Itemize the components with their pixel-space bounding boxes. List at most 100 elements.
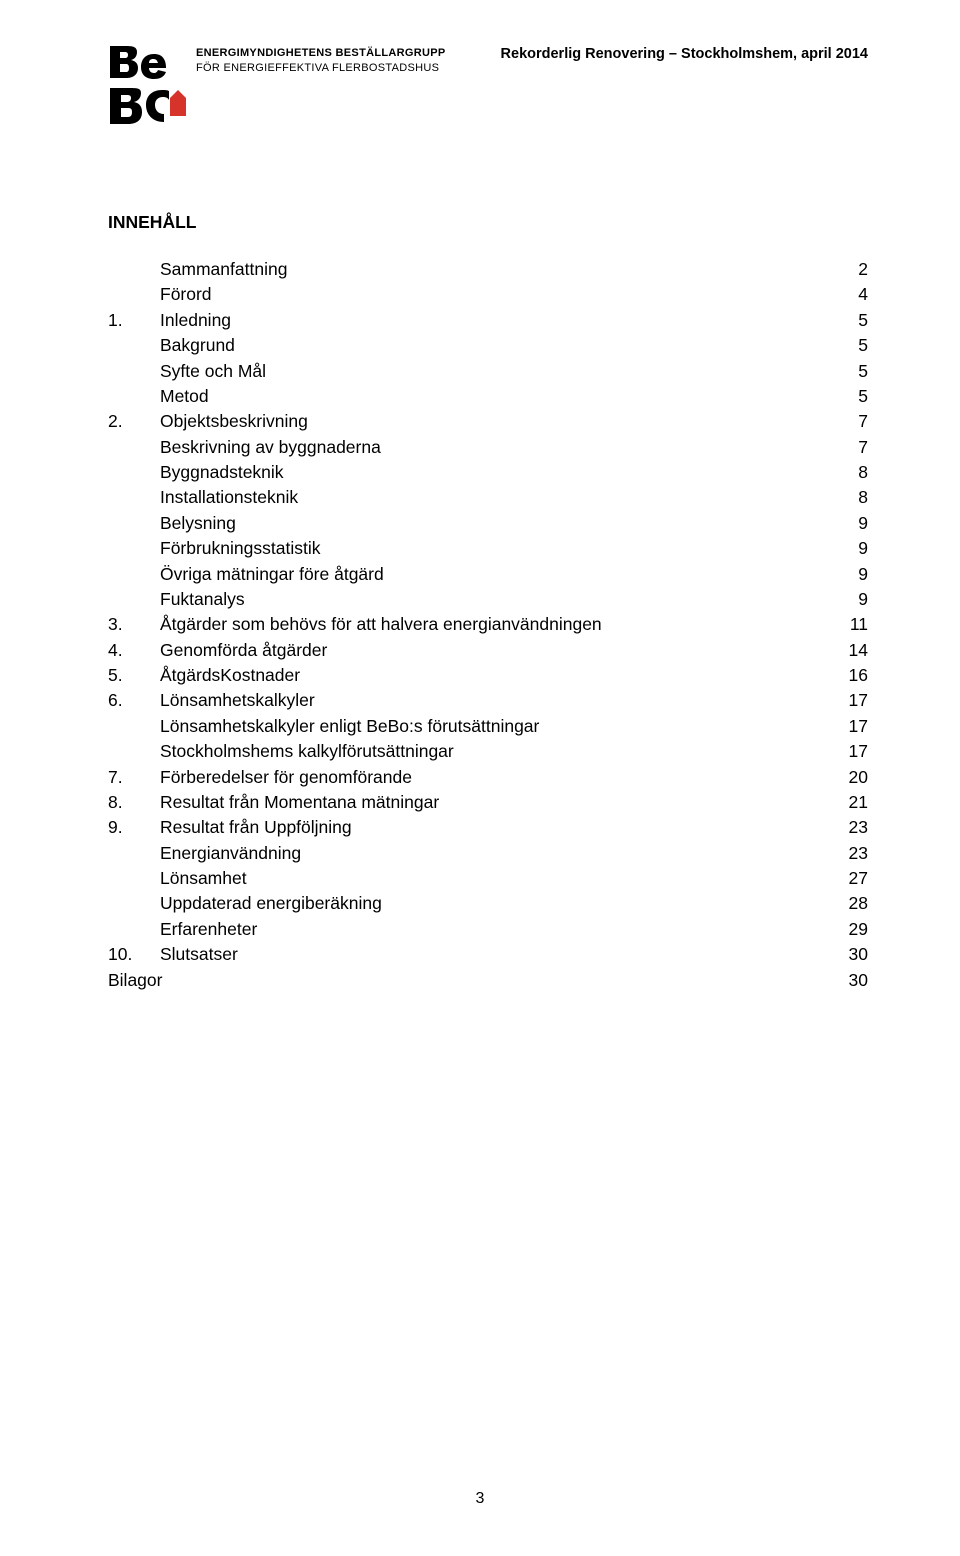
- toc-left: Lönsamhet: [108, 866, 247, 891]
- toc-row: Metod 5: [108, 384, 868, 409]
- toc-row: Energianvändning23: [108, 841, 868, 866]
- toc-page: 30: [838, 942, 868, 967]
- toc-page: 28: [838, 891, 868, 916]
- toc-page: 7: [838, 435, 868, 460]
- toc-label: Åtgärder som behövs för att halvera ener…: [160, 612, 602, 637]
- toc-label: Belysning: [108, 511, 236, 536]
- toc-row: Övriga mätningar före åtgärd9: [108, 562, 868, 587]
- toc-label: Förberedelser för genomförande: [160, 765, 412, 790]
- toc-number: 8.: [108, 790, 160, 815]
- toc-left: Metod: [108, 384, 209, 409]
- logo-block: ENERGIMYNDIGHETENS BESTÄLLARGRUPP FÖR EN…: [108, 44, 445, 126]
- toc-row: Bilagor 30: [108, 968, 868, 993]
- toc-page: 30: [838, 968, 868, 993]
- toc-left: 6.Lönsamhetskalkyler: [108, 688, 315, 713]
- toc-left: Erfarenheter: [108, 917, 257, 942]
- toc-label: Resultat från Momentana mätningar: [160, 790, 439, 815]
- toc-label: ÅtgärdsKostnader: [160, 663, 300, 688]
- toc-row: 3.Åtgärder som behövs för att halvera en…: [108, 612, 868, 637]
- toc-left: 5.ÅtgärdsKostnader: [108, 663, 300, 688]
- toc-left: 7.Förberedelser för genomförande: [108, 765, 412, 790]
- toc-label: Erfarenheter: [108, 917, 257, 942]
- toc-label: Lönsamhetskalkyler enligt BeBo:s förutsä…: [108, 714, 539, 739]
- page-number: 3: [0, 1490, 960, 1508]
- toc-page: 17: [838, 714, 868, 739]
- toc-row: 2.Objektsbeskrivning 7: [108, 409, 868, 434]
- toc-left: Bilagor: [108, 968, 162, 993]
- toc-page: 5: [838, 333, 868, 358]
- toc-row: 10.Slutsatser 30: [108, 942, 868, 967]
- toc-left: 2.Objektsbeskrivning: [108, 409, 308, 434]
- toc-number: 10.: [108, 942, 160, 967]
- toc-row: 5.ÅtgärdsKostnader 16: [108, 663, 868, 688]
- toc-label: Uppdaterad energiberäkning: [108, 891, 382, 916]
- toc-label: Bilagor: [108, 968, 162, 993]
- toc-page: 21: [838, 790, 868, 815]
- toc-label: Installationsteknik: [108, 485, 298, 510]
- toc-left: Belysning: [108, 511, 236, 536]
- org-line-2: FÖR ENERGIEFFEKTIVA FLERBOSTADSHUS: [196, 61, 445, 76]
- toc-left: 9.Resultat från Uppföljning: [108, 815, 352, 840]
- toc-row: Byggnadsteknik8: [108, 460, 868, 485]
- toc-page: 14: [838, 638, 868, 663]
- toc-left: 8.Resultat från Momentana mätningar: [108, 790, 439, 815]
- toc-left: 10.Slutsatser: [108, 942, 238, 967]
- toc-page: 20: [838, 765, 868, 790]
- toc-left: Övriga mätningar före åtgärd: [108, 562, 384, 587]
- org-name: ENERGIMYNDIGHETENS BESTÄLLARGRUPP FÖR EN…: [196, 44, 445, 76]
- toc-number: 6.: [108, 688, 160, 713]
- toc-row: Bakgrund 5: [108, 333, 868, 358]
- toc-number: 5.: [108, 663, 160, 688]
- toc-left: Installationsteknik: [108, 485, 298, 510]
- toc-page: 27: [838, 866, 868, 891]
- toc-row: Förord4: [108, 282, 868, 307]
- toc-page: 17: [838, 739, 868, 764]
- page-header: ENERGIMYNDIGHETENS BESTÄLLARGRUPP FÖR EN…: [108, 44, 868, 126]
- toc-row: Lönsamhet 27: [108, 866, 868, 891]
- toc-label: Beskrivning av byggnaderna: [108, 435, 381, 460]
- toc-page: 9: [838, 511, 868, 536]
- toc-left: 1.Inledning: [108, 308, 231, 333]
- toc-page: 9: [838, 536, 868, 561]
- toc-label: Slutsatser: [160, 942, 238, 967]
- toc-page: 5: [838, 308, 868, 333]
- toc-row: 9.Resultat från Uppföljning23: [108, 815, 868, 840]
- toc-page: 23: [838, 841, 868, 866]
- toc-number: 4.: [108, 638, 160, 663]
- toc-left: 4.Genomförda åtgärder: [108, 638, 327, 663]
- toc-label: Övriga mätningar före åtgärd: [108, 562, 384, 587]
- toc-row: Sammanfattning2: [108, 257, 868, 282]
- toc-page: 7: [838, 409, 868, 434]
- toc-label: Inledning: [160, 308, 231, 333]
- toc-page: 16: [838, 663, 868, 688]
- toc-label: Bakgrund: [108, 333, 235, 358]
- toc-row: Belysning 9: [108, 511, 868, 536]
- content: INNEHÅLL Sammanfattning2Förord41.Inledni…: [108, 126, 868, 993]
- toc-number: 7.: [108, 765, 160, 790]
- toc-number: 1.: [108, 308, 160, 333]
- toc-page: 5: [838, 384, 868, 409]
- toc-label: Förbrukningsstatistik: [108, 536, 320, 561]
- toc-number: 9.: [108, 815, 160, 840]
- toc-label: Stockholmshems kalkylförutsättningar: [108, 739, 454, 764]
- toc-row: Erfarenheter29: [108, 917, 868, 942]
- toc-label: Lönsamhet: [108, 866, 247, 891]
- toc-label: Fuktanalys: [108, 587, 245, 612]
- toc-row: 8.Resultat från Momentana mätningar 21: [108, 790, 868, 815]
- toc-row: Uppdaterad energiberäkning 28: [108, 891, 868, 916]
- toc-label: Sammanfattning: [108, 257, 287, 282]
- toc-left: Förbrukningsstatistik: [108, 536, 320, 561]
- toc-row: 7.Förberedelser för genomförande 20: [108, 765, 868, 790]
- toc-label: Objektsbeskrivning: [160, 409, 308, 434]
- toc-left: Förord: [108, 282, 212, 307]
- toc-left: Lönsamhetskalkyler enligt BeBo:s förutsä…: [108, 714, 539, 739]
- org-line-1: ENERGIMYNDIGHETENS BESTÄLLARGRUPP: [196, 46, 445, 61]
- toc-label: Lönsamhetskalkyler: [160, 688, 315, 713]
- toc-left: Stockholmshems kalkylförutsättningar: [108, 739, 454, 764]
- document-title: Rekorderlig Renovering – Stockholmshem, …: [501, 44, 868, 62]
- toc-left: Uppdaterad energiberäkning: [108, 891, 382, 916]
- toc-row: 6.Lönsamhetskalkyler17: [108, 688, 868, 713]
- toc-label: Byggnadsteknik: [108, 460, 284, 485]
- toc-page: 9: [838, 587, 868, 612]
- toc-row: Beskrivning av byggnaderna 7: [108, 435, 868, 460]
